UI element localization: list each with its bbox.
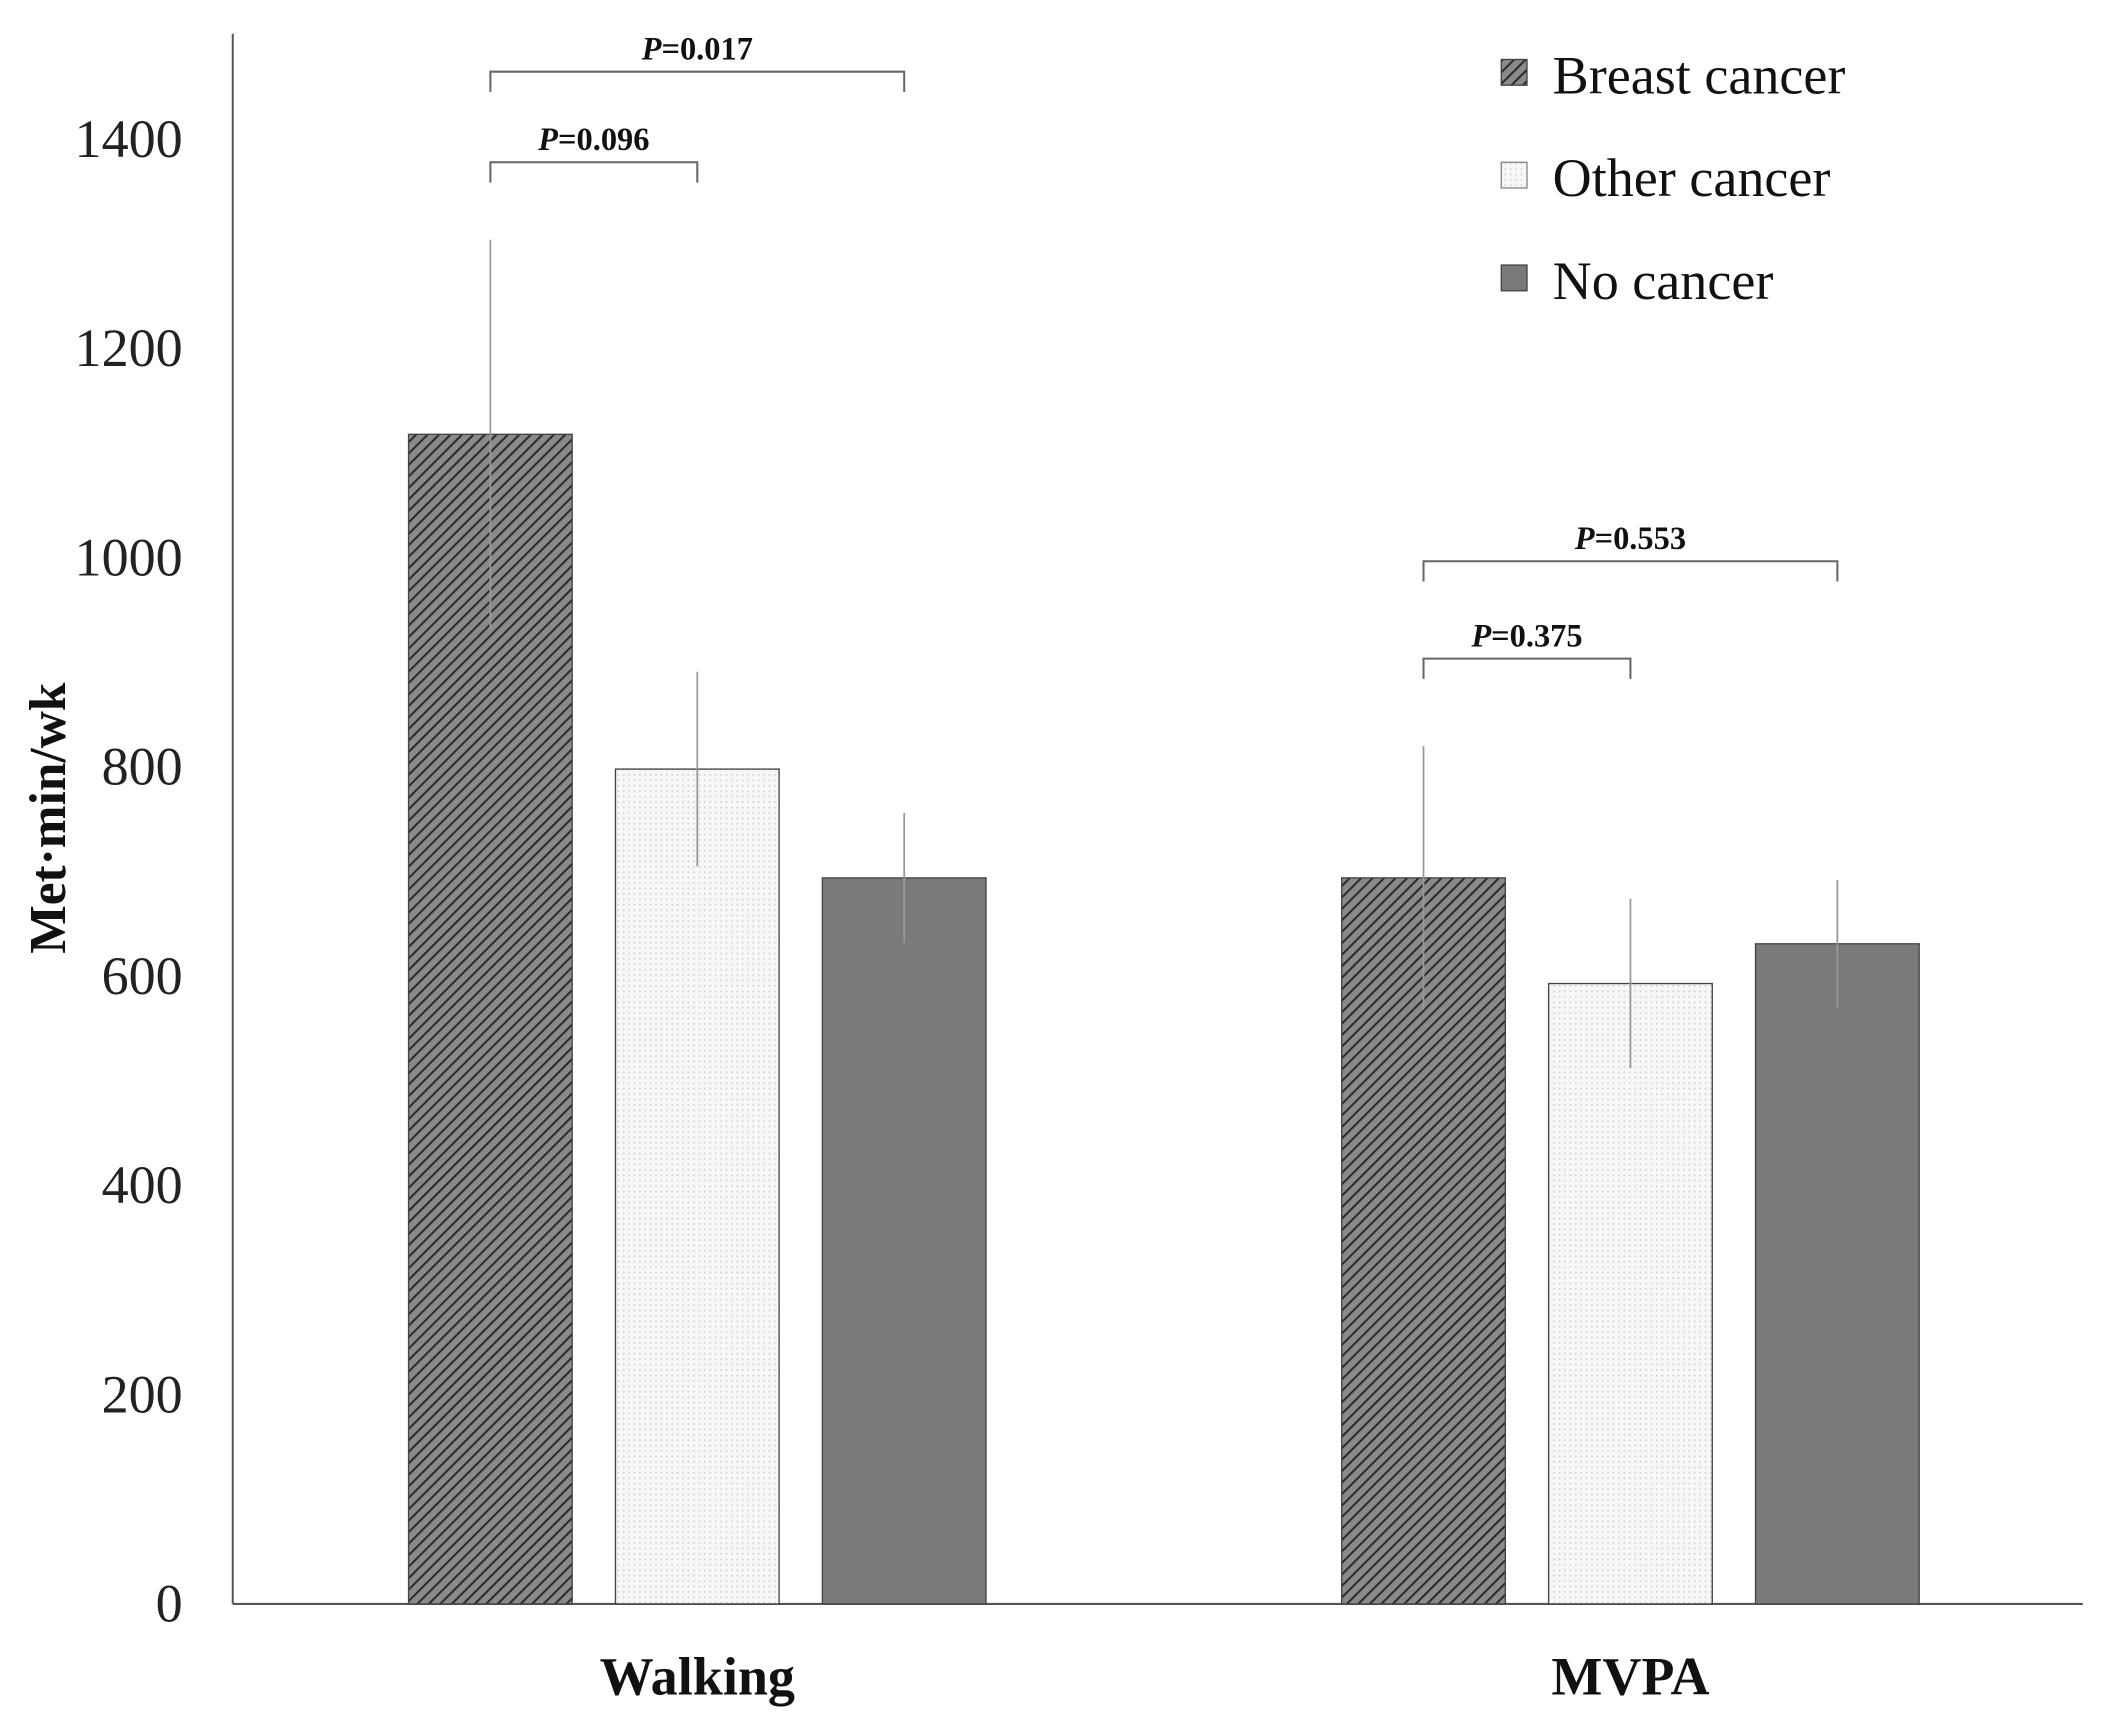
y-tick-label: 1400 xyxy=(75,109,183,169)
significance-bracket xyxy=(489,70,906,92)
bar-other-cancer xyxy=(1547,982,1713,1605)
significance-bracket xyxy=(489,161,699,183)
y-tick-label: 1000 xyxy=(75,527,183,587)
significance-bracket xyxy=(1422,560,1839,582)
p-value: =0.096 xyxy=(558,122,649,158)
significance-bracket xyxy=(1422,657,1632,679)
p-value-label: P=0.553 xyxy=(1574,521,1686,557)
bar-no-cancer xyxy=(1754,943,1920,1605)
p-value: =0.017 xyxy=(661,32,752,68)
y-tick-label: 600 xyxy=(102,946,183,1006)
legend-swatch xyxy=(1500,161,1528,189)
category-label: Walking xyxy=(600,1647,795,1707)
p-symbol: P xyxy=(537,122,559,158)
category-label: MVPA xyxy=(1551,1647,1709,1707)
p-value: =0.553 xyxy=(1595,521,1686,557)
y-tick-label: 800 xyxy=(102,737,183,797)
legend: Breast cancer Other cancer No cancer xyxy=(1500,45,1846,311)
legend-label: No cancer xyxy=(1553,251,1774,311)
bar-breast-cancer xyxy=(1341,877,1507,1605)
p-value-label: P=0.375 xyxy=(1470,618,1582,654)
y-tick-label: 400 xyxy=(102,1155,183,1215)
y-tick-label: 0 xyxy=(156,1574,183,1634)
bar-other-cancer xyxy=(614,768,780,1605)
legend-label: Breast cancer xyxy=(1553,45,1846,105)
y-axis-label: Met·min/wk xyxy=(20,682,77,954)
p-symbol: P xyxy=(1470,618,1492,654)
bars xyxy=(407,239,1920,1605)
legend-swatch xyxy=(1500,58,1528,86)
y-tick-label: 1200 xyxy=(75,318,183,378)
category-labels: Walking MVPA xyxy=(600,1647,1710,1707)
bar-no-cancer xyxy=(821,877,987,1605)
p-value-label: P=0.096 xyxy=(537,122,649,158)
p-symbol: P xyxy=(1574,521,1596,557)
legend-swatch xyxy=(1500,264,1528,292)
p-value: =0.375 xyxy=(1491,618,1582,654)
p-symbol: P xyxy=(641,32,663,68)
legend-label: Other cancer xyxy=(1553,148,1831,208)
y-tick-labels: 0 200 400 600 800 1000 1200 1400 xyxy=(75,109,183,1634)
bar-breast-cancer xyxy=(407,433,573,1605)
p-value-label: P=0.017 xyxy=(641,32,753,68)
y-tick-label: 200 xyxy=(102,1364,183,1424)
